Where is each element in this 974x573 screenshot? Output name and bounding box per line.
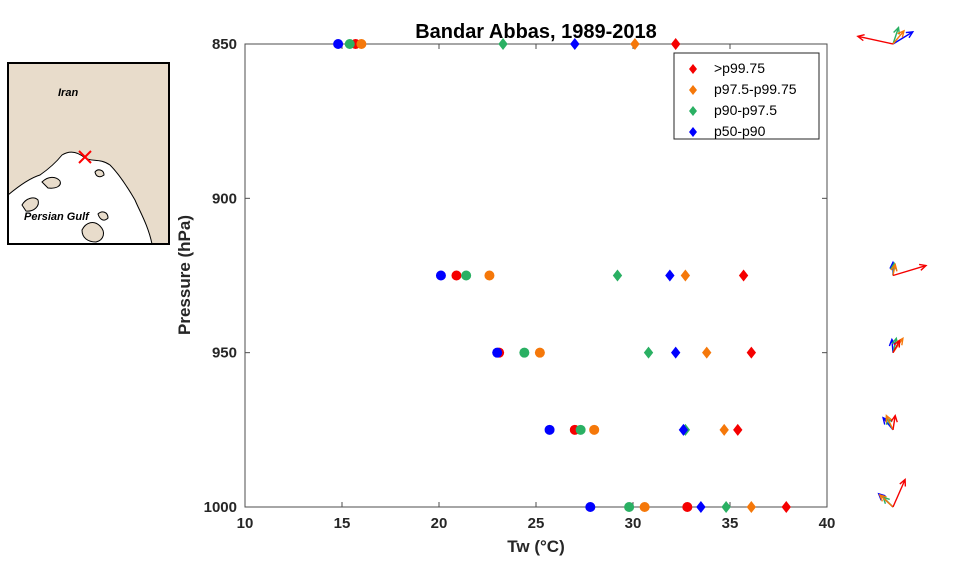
diamond-point — [643, 346, 654, 359]
diamond-point — [696, 501, 706, 513]
circle-point — [484, 270, 495, 281]
circle-point — [519, 347, 530, 358]
circle-point — [435, 270, 446, 281]
diamond-point — [678, 423, 689, 436]
wind-arrow-head — [888, 337, 897, 347]
diamond-point — [719, 423, 729, 436]
wind-arrow — [892, 264, 927, 277]
diamond-point — [721, 501, 731, 513]
legend-box — [673, 52, 820, 140]
inset-island — [21, 197, 39, 212]
wind-arrow — [892, 479, 906, 508]
diamond-point — [570, 38, 580, 50]
wind-arrow-head — [890, 413, 898, 423]
inset-island — [41, 176, 61, 189]
circle-point — [585, 502, 596, 512]
legend-marker — [689, 127, 697, 137]
circle-point — [544, 424, 555, 435]
wind-arrow-head — [918, 263, 928, 271]
diamond-point — [498, 38, 508, 50]
diamond-point — [746, 346, 757, 359]
diamond-point — [665, 269, 675, 282]
wind-arrow-head — [897, 29, 906, 38]
wind-arrow — [892, 31, 914, 45]
x-tick-label: 10 — [237, 515, 254, 532]
circle-point — [344, 39, 355, 49]
circle-point — [461, 270, 472, 281]
wind-arrow — [892, 415, 896, 430]
circle-point — [589, 424, 600, 435]
chart-title: Bandar Abbas, 1989-2018 — [415, 21, 657, 43]
inset-island — [94, 169, 105, 178]
y-tick-label: 1000 — [204, 499, 237, 516]
wind-arrow — [879, 494, 894, 508]
inset-map: Iran Persian Gulf — [7, 62, 170, 245]
wind-arrow — [892, 27, 900, 45]
legend: >p99.75 p97.5-p99.75 p90-p97.5 p50-p90 — [673, 52, 820, 140]
y-tick-label: 900 — [212, 190, 237, 207]
inset-label-persian-gulf: Persian Gulf — [24, 211, 90, 223]
location-marker-icon — [78, 150, 92, 164]
circle-point — [682, 502, 693, 512]
diamond-point — [738, 269, 749, 282]
inset-label-iran: Iran — [58, 87, 78, 99]
wind-arrow-head — [878, 493, 887, 502]
circle-point — [492, 347, 503, 358]
x-tick-label: 20 — [431, 515, 448, 532]
wind-arrow — [885, 415, 894, 431]
y-axis-label: Pressure (hPa) — [175, 215, 194, 335]
inset-island — [97, 211, 109, 221]
wind-vectors — [856, 25, 928, 508]
diamond-point — [671, 38, 681, 50]
wind-arrow — [892, 30, 905, 45]
circle-point — [624, 502, 635, 512]
circle-point — [534, 347, 545, 358]
x-tick-label: 25 — [528, 515, 545, 532]
wind-arrow-head — [905, 31, 915, 39]
x-tick-label: 30 — [625, 515, 642, 532]
circle-point — [356, 39, 367, 49]
diamond-point — [671, 346, 681, 359]
wind-arrow-head — [885, 414, 893, 423]
diamond-point — [702, 346, 712, 359]
diamond-point — [746, 501, 757, 513]
x-tick-label: 15 — [334, 515, 351, 532]
diamond-point — [680, 269, 691, 282]
wind-arrow — [892, 340, 901, 354]
diamond-point — [733, 423, 743, 436]
legend-label: p90-p97.5 — [714, 102, 777, 118]
wind-arrow-head — [893, 25, 901, 35]
wind-arrow-head — [856, 33, 865, 42]
y-tick-label: 950 — [212, 345, 237, 362]
circle-point — [575, 424, 586, 435]
diamond-point — [630, 38, 640, 50]
circle-point — [639, 502, 650, 512]
wind-arrow — [892, 264, 896, 276]
legend-label: p50-p90 — [714, 123, 766, 139]
diamond-point — [781, 501, 791, 513]
inset-island — [81, 222, 104, 243]
circle-point — [333, 39, 344, 49]
x-axis-label: Tw (°C) — [507, 537, 564, 556]
data-points — [333, 38, 791, 513]
wind-arrow-head — [890, 262, 898, 272]
diamond-point — [612, 269, 623, 282]
inset-frame — [7, 62, 170, 245]
legend-label: >p99.75 — [714, 60, 765, 76]
y-tick-label: 850 — [212, 36, 237, 53]
wind-arrow-head — [893, 339, 901, 348]
legend-marker — [689, 106, 697, 116]
legend-label: p97.5-p99.75 — [714, 81, 797, 97]
circle-point — [451, 270, 462, 281]
axis-ticks: 10 15 20 25 30 35 40 850 900 950 1000 — [204, 36, 836, 532]
x-tick-label: 40 — [819, 515, 836, 532]
x-tick-label: 35 — [722, 515, 739, 532]
wind-arrow — [857, 35, 894, 45]
legend-marker — [689, 85, 697, 95]
wind-arrow-head — [899, 478, 907, 487]
legend-marker — [689, 64, 697, 74]
